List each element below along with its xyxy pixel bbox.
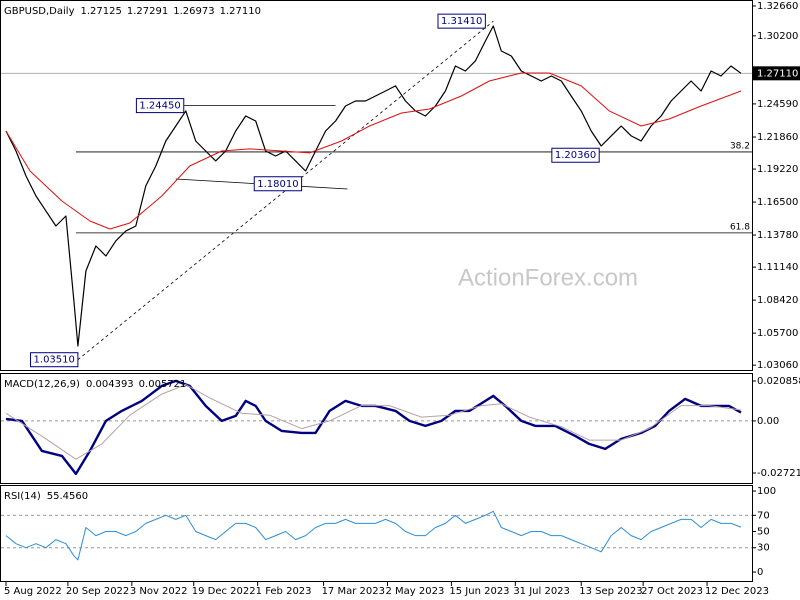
y-tick-label: 50	[757, 527, 770, 538]
price-box	[30, 352, 79, 368]
x-tick-label: 15 Jun 2023	[449, 586, 509, 597]
price-box	[551, 147, 600, 163]
last-price-label: 1.27110	[757, 68, 798, 79]
last-price-box	[753, 66, 800, 81]
x-tick-label: 3 Nov 2022	[130, 586, 188, 597]
y-tick-label: 1.16500	[757, 197, 798, 208]
y-tick-label: 100	[757, 486, 776, 497]
watermark: ActionForex.com	[458, 264, 638, 291]
price-box	[135, 98, 185, 114]
y-tick-label: 1.03060	[757, 360, 798, 371]
x-tick-label: 27 Oct 2023	[641, 586, 703, 597]
y-tick-label: 0.020858	[757, 376, 800, 387]
price-box-label: 1.31410	[441, 16, 482, 27]
x-tick-label: 2 May 2023	[385, 586, 444, 597]
y-tick-label: 1.05700	[757, 328, 798, 339]
rsi-panel	[0, 485, 753, 582]
y-tick-label: 0.00	[757, 416, 779, 427]
x-tick-label: 5 Aug 2022	[4, 586, 62, 597]
y-tick-label: 30	[757, 543, 770, 554]
x-tick-label: 13 Sep 2023	[579, 586, 642, 597]
panel-title: RSI(14)	[4, 491, 41, 502]
header-value: 1.27291	[127, 6, 168, 17]
header-value: 1.27125	[81, 6, 122, 17]
x-tick-label: 19 Dec 2022	[192, 586, 256, 597]
panel-title: GBPUSD,Daily	[4, 6, 75, 17]
price-box-label: 1.18010	[257, 179, 298, 190]
header-value: 1.27110	[220, 6, 261, 17]
y-tick-label: 1.08420	[757, 295, 798, 306]
y-tick-label: 1.24590	[757, 99, 798, 110]
header-value: 0.004393	[86, 379, 134, 390]
y-tick-label: 1.21860	[757, 132, 798, 143]
y-tick-label: 1.13780	[757, 230, 798, 241]
y-tick-label: -0.027213	[757, 468, 800, 479]
y-tick-label: 1.32660	[757, 1, 798, 12]
x-tick-label: 1 Feb 2023	[256, 586, 312, 597]
y-tick-label: 70	[757, 510, 770, 521]
price-box	[437, 13, 486, 29]
y-tick-label: 1.11140	[757, 262, 798, 273]
header-value: 0.005721	[139, 379, 187, 390]
y-tick-label: 1.19220	[757, 164, 798, 175]
y-tick-label: 0	[757, 567, 763, 578]
panel-title: MACD(12,26,9)	[4, 379, 80, 390]
trendline	[77, 20, 494, 361]
price-box-label: 1.20360	[555, 150, 596, 161]
series-line	[5, 72, 742, 230]
x-tick-label: 20 Sep 2022	[66, 586, 129, 597]
series-line	[5, 510, 742, 561]
y-tick-label: 1.30200	[757, 31, 798, 42]
price-box	[253, 176, 303, 192]
series-line	[5, 384, 742, 460]
x-tick-label: 12 Dec 2023	[705, 586, 769, 597]
fib-label: 38.2	[730, 141, 750, 151]
x-tick-label: 17 Mar 2023	[322, 586, 385, 597]
price-panel	[0, 0, 753, 371]
series-line	[5, 25, 742, 347]
price-box-label: 1.03510	[34, 355, 75, 366]
price-box-label: 1.24450	[139, 101, 180, 112]
x-tick-label: 31 Jul 2023	[513, 586, 570, 597]
header-value: 55.4560	[47, 491, 88, 502]
macd-panel	[0, 373, 753, 484]
fib-label: 61.8	[730, 222, 750, 232]
header-value: 1.26973	[173, 6, 214, 17]
